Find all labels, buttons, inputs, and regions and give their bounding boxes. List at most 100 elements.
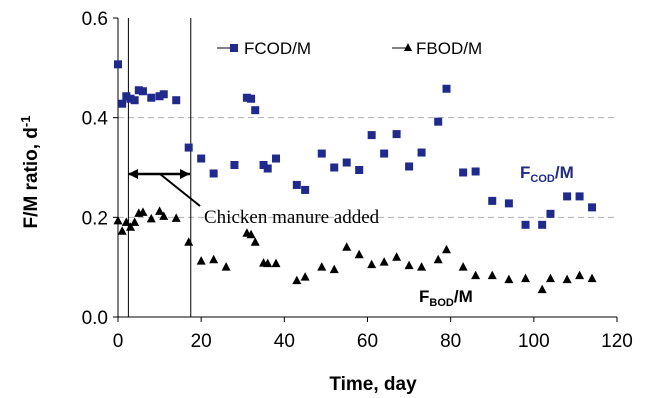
fcod-point [471, 167, 480, 176]
fcod-point [521, 220, 530, 229]
fcod-point [355, 165, 364, 174]
fbod-point [487, 270, 497, 280]
fcod-point [184, 143, 193, 152]
fbod-series-label: FBOD/M [419, 287, 473, 309]
fcod-point [230, 161, 239, 170]
fcod-point [538, 220, 547, 229]
fbod-point [471, 270, 481, 280]
fcod-point [272, 154, 281, 163]
fcod-point [367, 131, 376, 140]
fcod-point [209, 169, 218, 178]
fcod-point [247, 94, 256, 103]
fbod-point [354, 249, 364, 259]
fcod-point [172, 96, 181, 105]
y-tick-label: 0.2 [82, 208, 108, 229]
fcod-point [459, 168, 468, 177]
annotation-text: Chicken manure added [204, 207, 380, 228]
fbod-point [317, 262, 327, 271]
fbod-point [271, 258, 281, 268]
fbod-point [125, 222, 135, 231]
fbod-point [342, 242, 352, 251]
fbod-point [367, 259, 377, 269]
fcod-point [392, 130, 401, 139]
fbod-point [159, 211, 169, 220]
fcod-point [114, 60, 122, 69]
legend-marker-fbod [404, 43, 412, 51]
fbod-point [263, 258, 273, 268]
fcod-point [330, 163, 339, 172]
fbod-point [171, 213, 181, 222]
y-tick-label: 0.4 [82, 109, 109, 130]
fcod-point [138, 87, 147, 96]
fcod-point [159, 90, 168, 99]
fbod-point [246, 229, 256, 239]
grid-lines [118, 117, 617, 218]
fbod-point [221, 262, 231, 271]
y-tick-label: 0.0 [82, 308, 108, 329]
annotation-chicken-manure: Chicken manure added [128, 169, 380, 228]
fbod-point [442, 244, 452, 254]
fcod-point [155, 92, 164, 101]
fcod-point [259, 161, 268, 170]
fcod-point [588, 203, 597, 212]
tick-labels: 0 20 40 60 80 100 120 0.0 0.2 0.4 0.6 [82, 9, 633, 352]
legend-label-fcod: FCOD/M [244, 39, 311, 58]
legend-marker-fcod [230, 44, 238, 52]
fcod-point [301, 185, 310, 194]
arrowhead-right-icon [180, 169, 190, 179]
fbod-point [184, 237, 194, 246]
event-lines [117, 18, 192, 317]
fcod-series-label: FCOD/M [520, 163, 574, 185]
fcod-point [563, 192, 572, 201]
fbod-point [146, 213, 156, 223]
legend-entry-fbod: FBOD/M [392, 39, 482, 58]
fbod-point [121, 217, 131, 226]
fcod-point [130, 96, 139, 105]
x-tick-label: 20 [191, 331, 212, 352]
annotation-pointer-line [159, 173, 201, 207]
fcod-point [134, 86, 143, 95]
fbod-point [138, 207, 148, 216]
fbod-point [433, 254, 443, 264]
y-axis-title: F/M ratio, d-1 [18, 116, 42, 229]
x-tick-label: 120 [601, 331, 633, 352]
fcod-point [405, 162, 414, 171]
fbod-point [292, 275, 302, 285]
fcod-point [118, 99, 127, 108]
fbod-point [562, 274, 572, 284]
fbod-point [587, 273, 597, 283]
legend-entry-fcod: FCOD/M [217, 39, 311, 58]
fbod-point [417, 262, 427, 271]
fcod-point [442, 84, 451, 93]
fcod-point [342, 158, 351, 167]
fbod-point [155, 206, 165, 215]
fcod-point [504, 199, 513, 208]
fbod-point [117, 226, 127, 235]
fbod-point [521, 273, 531, 283]
fcod-point [488, 196, 497, 205]
x-tick-label: 40 [274, 331, 295, 352]
fcod-point [251, 106, 260, 115]
x-tick-label: 60 [357, 331, 378, 352]
x-axis-title: Time, day [329, 374, 417, 395]
fbod-point [545, 273, 555, 283]
fcod-point [197, 154, 206, 163]
fbod-point [537, 284, 547, 294]
legend: FCOD/M FBOD/M [217, 39, 482, 58]
fbod-point [209, 254, 219, 264]
fcod-point [126, 94, 135, 103]
fcod-point [147, 93, 156, 102]
fcod-point [263, 164, 272, 173]
data-marks [113, 60, 597, 294]
x-tick-label: 80 [440, 331, 461, 352]
fbod-point [196, 256, 206, 265]
fbod-point [329, 264, 339, 274]
x-tick-label: 100 [518, 331, 550, 352]
fbod-point [130, 217, 140, 226]
fbod-point [404, 260, 414, 270]
fbod-point [504, 274, 514, 284]
legend-label-fbod: FBOD/M [416, 39, 482, 58]
fcod-point [417, 148, 426, 157]
fcod-point [546, 209, 555, 218]
